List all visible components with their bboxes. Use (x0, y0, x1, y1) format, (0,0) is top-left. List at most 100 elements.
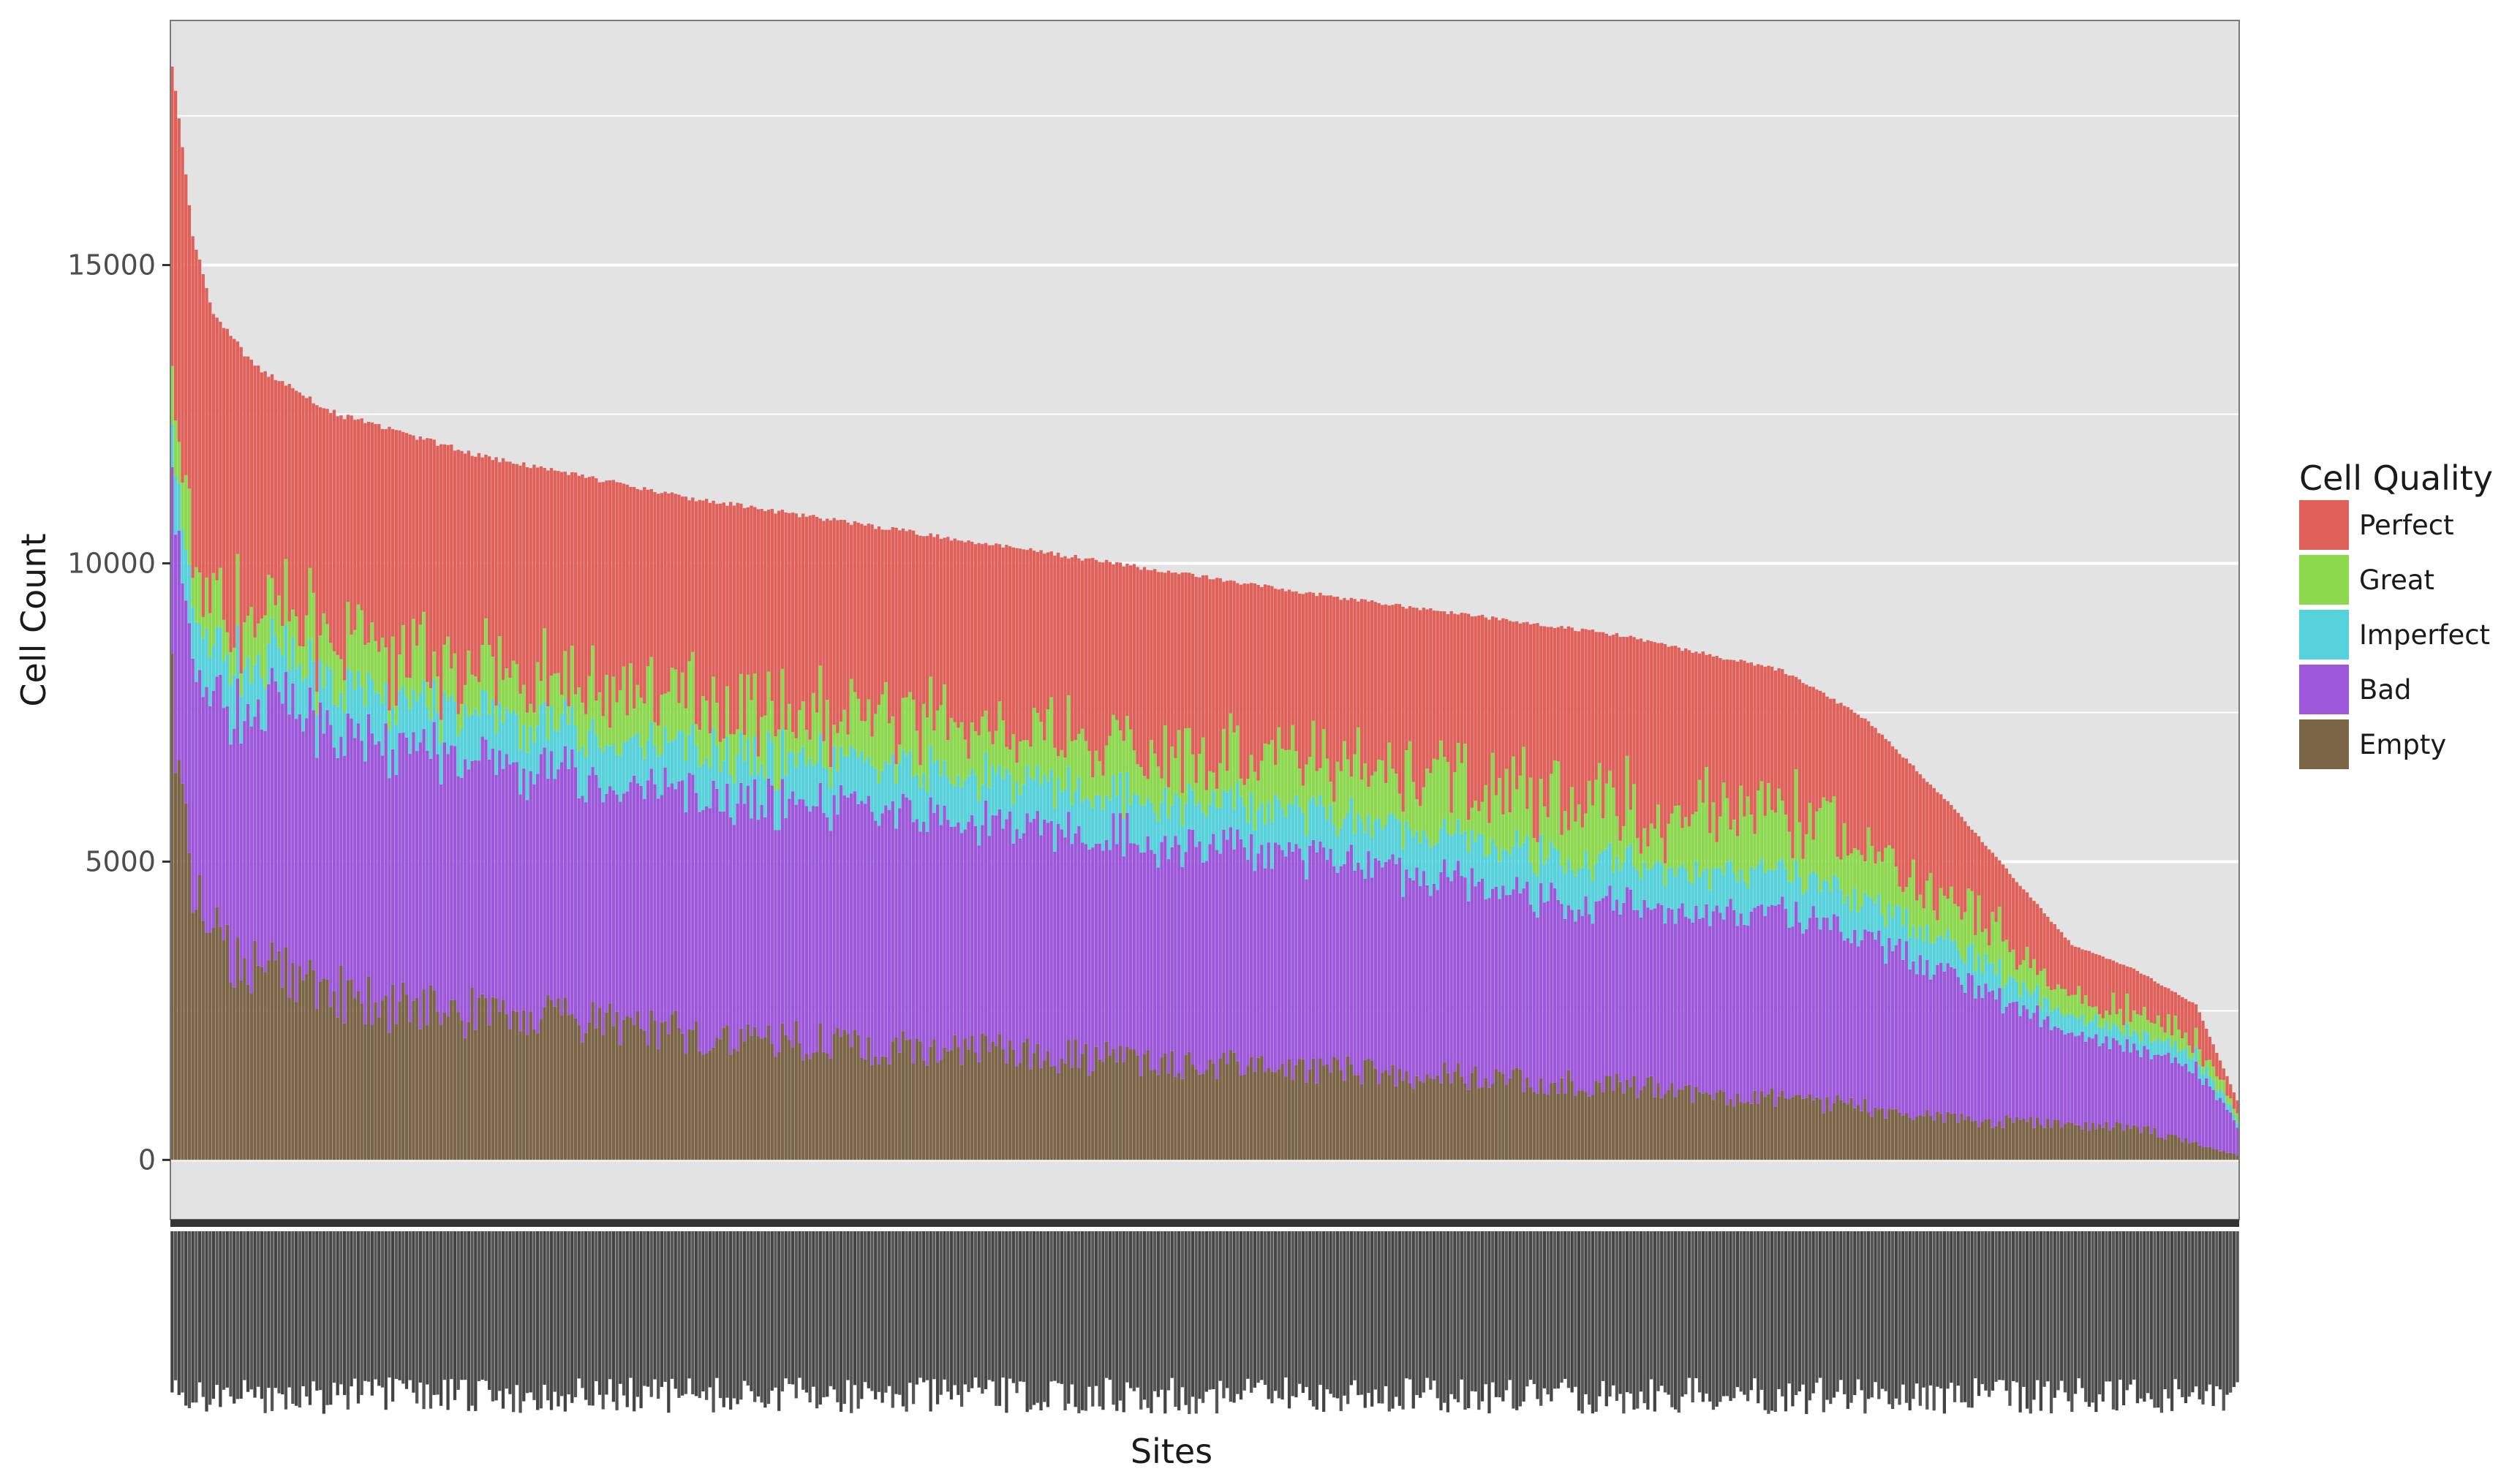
site-bar (801, 513, 805, 1160)
bar-segment-perfect (808, 515, 812, 740)
bar-segment-bad (1794, 902, 1798, 1095)
site-bar (1253, 583, 1257, 1160)
bar-segment-empty (1112, 1048, 1115, 1160)
x-tick-label (977, 1231, 981, 1388)
site-bar (404, 433, 409, 1160)
bar-segment-perfect (2115, 962, 2119, 1015)
site-bar (353, 420, 357, 1160)
bar-segment-bad (2111, 1038, 2116, 1127)
site-bar (2211, 1044, 2215, 1160)
bar-segment-imperfect (832, 746, 836, 795)
bar-segment-bad (1822, 917, 1826, 1114)
site-bar (670, 492, 674, 1160)
site-bar (639, 490, 643, 1160)
bar-segment-imperfect (422, 680, 426, 730)
bar-segment-perfect (2232, 1092, 2236, 1109)
bar-segment-bad (2046, 1016, 2050, 1119)
bar-segment-empty (2198, 1145, 2201, 1160)
bar-segment-perfect (2018, 885, 2022, 965)
bar-segment-empty (2046, 1119, 2050, 1160)
bar-segment-bad (1439, 872, 1443, 1084)
bar-segment-great (1019, 741, 1022, 795)
bar-segment-imperfect (1174, 793, 1177, 836)
bar-segment-bad (2101, 1043, 2105, 1128)
site-bar (991, 545, 995, 1160)
bar-segment-empty (1719, 1089, 1722, 1160)
x-tick-label (415, 1231, 419, 1404)
bar-segment-imperfect (705, 757, 709, 806)
site-bar (184, 174, 188, 1160)
x-tick-label (1087, 1231, 1091, 1387)
bar-segment-great (1856, 850, 1860, 912)
x-tick-label (208, 1231, 212, 1405)
x-tick-label (1222, 1231, 1226, 1399)
bar-segment-perfect (1156, 572, 1161, 767)
site-bar (1384, 604, 1388, 1160)
x-tick-label (549, 1231, 554, 1410)
site-bar (997, 544, 1002, 1160)
bar-segment-great (1329, 782, 1332, 806)
bar-segment-empty (1591, 1095, 1595, 1160)
site-bar (1208, 579, 1212, 1160)
site-bar (777, 510, 781, 1160)
bar-segment-imperfect (380, 703, 385, 756)
bar-segment-empty (973, 1052, 978, 1160)
site-bar (1446, 613, 1450, 1160)
bar-segment-empty (2036, 1117, 2040, 1160)
bar-segment-great (1984, 929, 1988, 954)
bar-segment-imperfect (1570, 869, 1574, 910)
bar-segment-perfect (1701, 651, 1705, 803)
bar-segment-great (1805, 834, 1808, 891)
bar-segment-empty (777, 1051, 781, 1160)
x-tick-label (1901, 1231, 1905, 1385)
bar-segment-perfect (498, 462, 502, 636)
bar-segment-great (1232, 732, 1236, 809)
x-tick-label (929, 1231, 932, 1412)
bar-segment-great (2181, 1038, 2184, 1051)
bar-segment-great (498, 635, 502, 703)
bar-segment-imperfect (1797, 877, 1802, 923)
bar-segment-great (1646, 846, 1650, 870)
site-bar (1415, 608, 1419, 1160)
x-tick-label (1008, 1231, 1012, 1379)
bar-segment-perfect (649, 488, 653, 657)
site-bar (2236, 1100, 2239, 1160)
x-tick-label (1632, 1231, 1636, 1410)
site-bar (2222, 1068, 2225, 1160)
bar-segment-empty (2084, 1122, 2088, 1160)
bar-segment-imperfect (1735, 881, 1740, 926)
bar-segment-empty (374, 1002, 377, 1160)
bar-segment-perfect (1818, 690, 1822, 809)
bar-segment-imperfect (777, 790, 781, 831)
bar-segment-perfect (1773, 670, 1778, 813)
bar-segment-empty (2146, 1126, 2150, 1160)
bar-segment-bad (1001, 828, 1005, 1050)
bar-segment-empty (929, 1046, 932, 1160)
bar-segment-empty (404, 994, 409, 1160)
bar-segment-bad (1208, 844, 1212, 1060)
bar-segment-perfect (1239, 584, 1243, 779)
bar-segment-perfect (784, 512, 788, 730)
bar-segment-empty (1215, 1078, 1219, 1160)
bar-segment-empty (1539, 1078, 1543, 1160)
x-tick-label (1691, 1231, 1694, 1403)
bar-segment-perfect (736, 502, 739, 730)
bar-segment-great (1291, 725, 1294, 805)
x-tick-label (1122, 1231, 1125, 1413)
bar-segment-bad (774, 830, 777, 1057)
bar-segment-great (1863, 861, 1867, 893)
site-bar (718, 503, 723, 1160)
bar-segment-perfect (1749, 662, 1753, 815)
x-tick-label (2111, 1231, 2116, 1410)
x-tick-label (935, 1231, 940, 1405)
bar-segment-imperfect (660, 753, 664, 795)
bar-segment-bad (1639, 917, 1643, 1091)
site-bar (243, 356, 246, 1160)
site-bar (949, 540, 954, 1160)
x-tick-label (1721, 1231, 1726, 1396)
legend-label-great: Great (2359, 564, 2434, 596)
bar-segment-empty (622, 1019, 626, 1160)
bar-segment-bad (2170, 1062, 2174, 1135)
site-bar (1684, 648, 1688, 1160)
x-tick-label (2105, 1231, 2108, 1382)
